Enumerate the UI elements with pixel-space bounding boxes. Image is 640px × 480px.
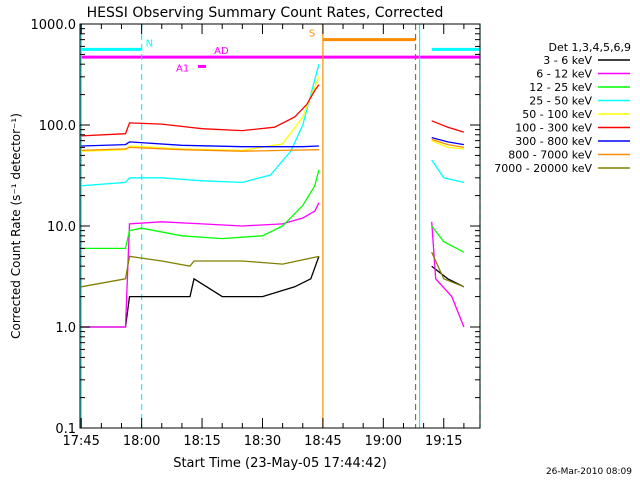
series-line	[431, 136, 465, 146]
series-line	[431, 251, 465, 288]
flag-label: A1	[176, 63, 189, 74]
legend-label: 100 - 300 keV	[515, 122, 592, 135]
chart-title: HESSI Observing Summary Count Rates, Cor…	[87, 5, 444, 21]
y-tick-label: 1000.0	[31, 18, 77, 33]
series-line	[81, 76, 320, 152]
series-line	[81, 255, 320, 288]
footer-timestamp: 26-Mar-2010 08:09	[546, 467, 632, 477]
legend-label: 6 - 12 keV	[536, 68, 592, 81]
y-tick-label: 0.1	[55, 422, 76, 437]
y-tick-label: 100.0	[39, 119, 76, 134]
legend-label: 50 - 100 keV	[522, 108, 592, 121]
y-tick-label: 1.0	[55, 321, 76, 336]
series-line	[431, 120, 465, 133]
series-line	[81, 169, 320, 250]
series-line	[431, 159, 465, 184]
x-axis: 17:45 18:00 18:15 18:30 18:45 19:00 19:15	[62, 24, 465, 449]
legend-label: 12 - 25 keV	[529, 81, 592, 94]
series-line	[431, 138, 465, 149]
flag-bars: N AD A1 S	[81, 29, 480, 74]
legend-label: 7000 - 20000 keV	[494, 162, 592, 175]
legend-label: 3 - 6 keV	[543, 54, 592, 67]
x-tick-label: 18:15	[183, 434, 220, 449]
series-line	[431, 140, 464, 150]
series-line	[81, 141, 319, 148]
x-tick-label: 17:45	[62, 434, 99, 449]
y-tick-label: 10.0	[47, 220, 76, 235]
x-tick-label: 18:45	[304, 434, 341, 449]
flag-label: AD	[214, 46, 229, 57]
legend-title: Det 1,3,4,5,6,9	[548, 41, 631, 54]
x-tick-label: 19:15	[425, 434, 462, 449]
series-line	[431, 265, 465, 288]
x-tick-label: 18:30	[244, 434, 281, 449]
series-line	[431, 225, 465, 253]
series-line	[81, 84, 320, 137]
vertical-markers	[80, 24, 481, 428]
x-tick-label: 18:00	[123, 434, 160, 449]
flag-label: S	[309, 29, 315, 40]
data-series	[81, 64, 465, 328]
series-line	[81, 202, 320, 328]
x-axis-label: Start Time (23-May-05 17:44:42)	[173, 456, 387, 471]
y-axis-label: Corrected Count Rate (s⁻¹ detector⁻¹)	[9, 113, 23, 339]
legend-label: 800 - 7000 keV	[508, 149, 592, 162]
series-line	[81, 146, 319, 152]
series-line	[431, 221, 465, 328]
series-line	[81, 64, 320, 187]
legend-label: 25 - 50 keV	[529, 95, 592, 108]
x-tick-label: 19:00	[365, 434, 402, 449]
y-axis: 0.1 1.0 10.0 100.0 1000.0	[31, 18, 480, 437]
legend-label: 300 - 800 keV	[515, 135, 592, 148]
flag-label: N	[146, 38, 153, 49]
series-line	[81, 256, 320, 328]
